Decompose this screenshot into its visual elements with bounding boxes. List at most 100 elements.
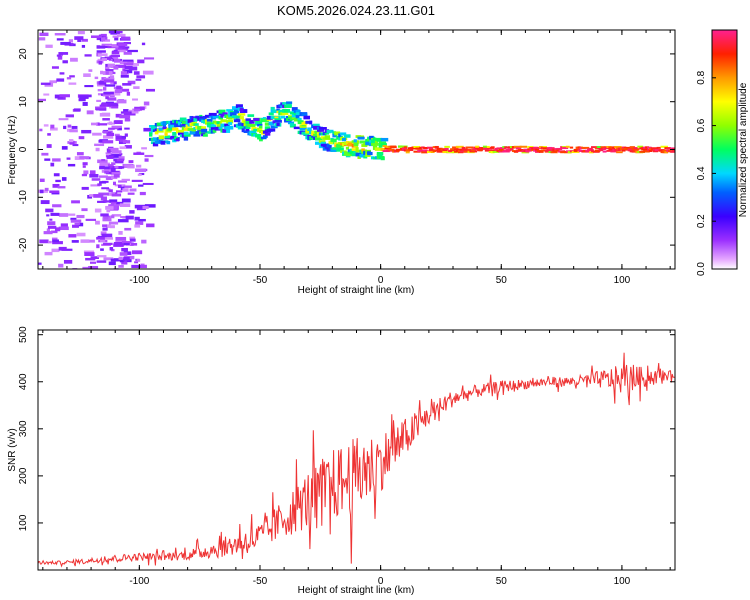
spectrogram-cell [222, 129, 231, 133]
spectrogram-cell [569, 146, 574, 149]
spectrogram-cell [608, 148, 616, 151]
spectrogram-cell [450, 148, 457, 151]
spectrogram-cell [105, 224, 111, 228]
spectrogram-cell [403, 146, 407, 149]
spectrogram-cell [72, 224, 79, 228]
spectrogram-cell [85, 257, 96, 261]
spectrogram-cell [49, 218, 53, 221]
spectrogram-cell [59, 72, 65, 75]
spectrogram-cell [84, 85, 94, 88]
spectrogram-cell [486, 145, 490, 148]
spectrogram-cell [139, 191, 146, 196]
spectrogram-cell [405, 149, 410, 152]
spectrogram-cell [434, 146, 439, 149]
spectrogram-cell [70, 217, 77, 221]
spectrogram-cell [255, 121, 259, 126]
spectrogram-cell [421, 146, 425, 149]
spectrogram-cell [111, 105, 119, 109]
spectrogram-cell [124, 133, 128, 137]
spectrogram-cell [162, 124, 167, 127]
spectrogram-cell [79, 95, 89, 99]
spectrogram-cell [124, 145, 132, 149]
spectrogram-cell [108, 147, 119, 152]
spectrogram-cell [67, 163, 76, 167]
spectrogram-cell [353, 139, 357, 143]
spectrogram-cell [123, 41, 131, 45]
spectrogram-cell [598, 148, 606, 151]
spectrogram-cell [116, 158, 125, 162]
spectrogram-cell [610, 150, 618, 153]
spectrogram-cell [84, 54, 92, 57]
spectrogram-cell [257, 123, 263, 127]
spectrogram-cell [152, 137, 157, 141]
spectrogram-cell [108, 189, 113, 193]
spectrogram-cell [199, 114, 203, 118]
spectrogram-cell [69, 140, 75, 145]
spectrogram-cell [103, 87, 107, 91]
spectrogram-cell [108, 221, 119, 225]
spectrogram-cell [340, 132, 347, 136]
spectrogram-cell [71, 200, 80, 204]
spectrogram-cell [98, 81, 107, 85]
spectrogram-cell [127, 192, 135, 195]
spectrogram-cell [380, 156, 385, 161]
spectrogram-cell [98, 192, 109, 196]
spectrogram-cell [345, 141, 349, 144]
spectrogram-cell [426, 150, 435, 153]
spectrogram-cell [471, 149, 475, 152]
spectrogram-cell [56, 54, 62, 57]
spectrogram-cell [401, 147, 408, 150]
spectrogram-xtick-label: 50 [496, 275, 508, 286]
spectrogram-cell [51, 248, 60, 253]
spectrogram-cell [106, 132, 115, 137]
spectrogram-cell [50, 124, 55, 129]
spectrogram-cell [47, 225, 57, 229]
spectrogram-cell [131, 179, 143, 182]
spectrogram-cell [41, 152, 49, 156]
spectrogram-cell [118, 256, 123, 261]
spectrogram-cell [150, 128, 155, 133]
spectrogram-cell [124, 127, 130, 130]
spectrogram-cell [291, 114, 297, 118]
spectrogram-cell [212, 114, 220, 119]
spectrogram-cell [82, 165, 86, 168]
spectrogram-cell [117, 43, 128, 46]
spectrogram-cell [154, 131, 159, 135]
spectrogram-cell [108, 59, 113, 62]
spectrogram-cell [305, 129, 312, 134]
spectrogram-cell [367, 151, 373, 156]
spectrogram-cell [276, 122, 280, 127]
spectrogram-cell [111, 44, 119, 48]
spectrogram-cell [110, 201, 117, 204]
spectrogram-cell [117, 184, 122, 189]
spectrogram-cell [110, 205, 118, 210]
spectrogram-cell [118, 231, 123, 235]
spectrogram-cell [320, 141, 327, 145]
spectrogram-cell [399, 147, 404, 150]
spectrogram-cell [515, 149, 520, 152]
spectrogram-cell [253, 117, 260, 122]
spectrogram-cell [631, 148, 640, 151]
spectrogram-cell [108, 165, 114, 170]
spectrogram-cell [78, 136, 85, 140]
spectrogram-cell [102, 140, 114, 144]
spectrogram-cell [108, 261, 116, 266]
spectrogram-cell [197, 125, 203, 130]
spectrogram-cell [639, 150, 645, 153]
spectrogram-cell [208, 112, 216, 116]
spectrogram-cell [47, 133, 51, 136]
spectrogram-cell [111, 162, 116, 165]
spectrogram-cell [365, 141, 371, 146]
spectrogram-cell [67, 124, 72, 128]
spectrogram-cell [311, 130, 315, 135]
spectrogram-cell [121, 241, 132, 244]
spectrogram-cell [297, 120, 304, 125]
spectrogram-cell [129, 236, 136, 241]
spectrogram-cell [61, 248, 73, 251]
spectrogram-cell [264, 132, 271, 136]
spectrogram-cell [191, 116, 198, 120]
spectrogram-cell [105, 95, 109, 100]
spectrogram-cell [235, 115, 242, 119]
spectrogram-cell [380, 143, 387, 147]
spectrogram-cell [118, 88, 130, 92]
